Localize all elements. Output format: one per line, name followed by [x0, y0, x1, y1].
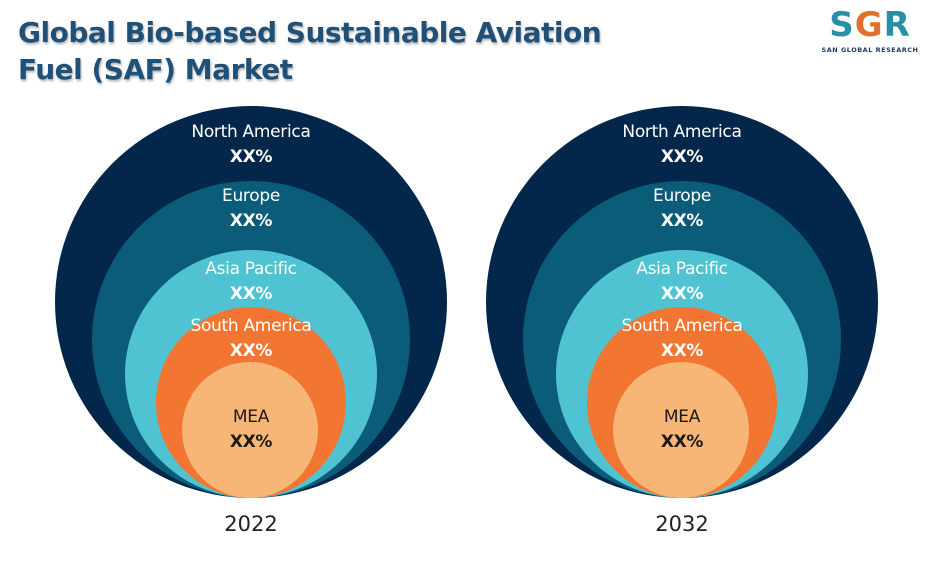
region-label: North America [191, 122, 311, 142]
region-value: XX% [229, 147, 273, 167]
sgr-logo: SGR SAN GLOBAL RESEARCH [818, 4, 920, 60]
year-label: 2022 [224, 512, 278, 536]
logo-subtitle: SAN GLOBAL RESEARCH [821, 46, 919, 54]
logo-letter-g: G [854, 5, 884, 45]
region-label: Europe [222, 186, 280, 206]
region-label: Europe [653, 186, 711, 206]
region-value: XX% [660, 341, 704, 361]
region-value: XX% [660, 147, 704, 167]
region-value: XX% [229, 284, 273, 304]
page-title-line2: Fuel (SAF) Market [18, 53, 293, 86]
region-label: North America [622, 122, 742, 142]
nested-circles-2022: North America XX% Europe XX% Asia Pacifi… [51, 0, 451, 568]
region-value: XX% [229, 211, 273, 231]
region-value: XX% [660, 432, 704, 452]
region-value: XX% [660, 284, 704, 304]
region-label: Asia Pacific [205, 259, 297, 279]
circle-mea [613, 362, 749, 498]
circle-mea [182, 362, 318, 498]
page-title: Global Bio-based Sustainable Aviation Fu… [18, 14, 602, 88]
logo-letter-r: R [883, 5, 911, 45]
region-value: XX% [229, 341, 273, 361]
nested-circles-2032: North America XX% Europe XX% Asia Pacifi… [482, 0, 882, 568]
region-label: MEA [232, 407, 270, 427]
region-label: Asia Pacific [636, 259, 728, 279]
region-value: XX% [660, 211, 704, 231]
logo-letter-s: S [829, 5, 855, 45]
region-label: MEA [663, 407, 701, 427]
region-label: South America [190, 316, 312, 336]
region-label: South America [621, 316, 743, 336]
year-label: 2032 [655, 512, 709, 536]
page-title-line1: Global Bio-based Sustainable Aviation [18, 16, 602, 49]
logo-mark: SGR [822, 4, 918, 46]
region-value: XX% [229, 432, 273, 452]
